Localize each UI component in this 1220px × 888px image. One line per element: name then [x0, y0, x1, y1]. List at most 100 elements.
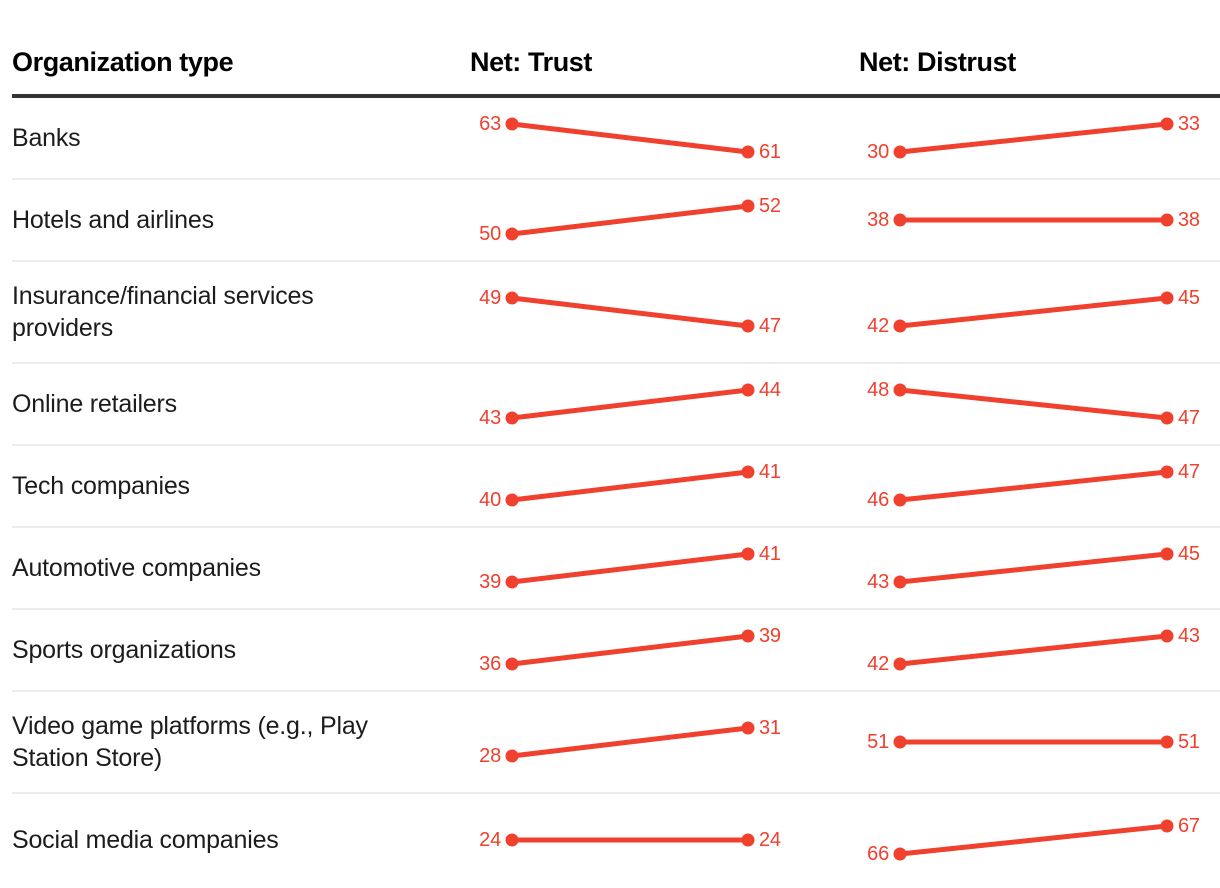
data-point-dot-end	[741, 383, 755, 397]
org-type-cell: Insurance/financial services providers	[12, 280, 460, 344]
distrust-slope-chart: 43 45	[845, 538, 1220, 598]
distrust-value-label-end: 38	[1178, 209, 1200, 232]
distrust-value-label-end: 51	[1178, 731, 1200, 754]
trust-slope-line-graphic	[505, 833, 755, 847]
trust-slope-line-graphic	[505, 465, 755, 507]
header-organization-type: Organization type	[12, 47, 234, 77]
data-point-dot-end	[1160, 735, 1174, 749]
distrust-slope-line-graphic	[893, 629, 1174, 671]
data-point-dot-start	[893, 319, 907, 333]
org-type-cell: Tech companies	[12, 470, 460, 502]
trust-slope-chart: 43 44	[460, 374, 800, 434]
org-type-cell: Social media companies	[12, 824, 460, 856]
trust-slope-line-graphic	[505, 383, 755, 425]
org-type-label: Hotels and airlines	[12, 206, 214, 235]
distrust-value-label-end: 33	[1178, 113, 1200, 136]
data-point-dot-end	[1160, 629, 1174, 643]
org-type-cell: Sports organizations	[12, 634, 460, 666]
distrust-slope-line-graphic	[893, 735, 1174, 749]
trust-value-label-end: 61	[759, 141, 781, 164]
distrust-value-label-end: 45	[1178, 287, 1200, 310]
org-type-label: Insurance/financial services providers	[12, 282, 314, 343]
distrust-slope-line-graphic	[893, 291, 1174, 333]
trust-slope-line-graphic	[505, 199, 755, 241]
trust-value-label-end: 47	[759, 315, 781, 338]
trust-slope-chart: 40 41	[460, 456, 800, 516]
distrust-slope-chart: 48 47	[845, 374, 1220, 434]
distrust-slope-chart: 42 43	[845, 620, 1220, 680]
slope-line	[897, 633, 1170, 667]
table-row: Hotels and airlines 50 52 38 38	[12, 180, 1220, 263]
data-point-dot-end	[741, 319, 755, 333]
distrust-value-label-start: 51	[867, 731, 889, 754]
trust-slope-line-graphic	[505, 629, 755, 671]
trust-value-label-start: 24	[479, 828, 501, 851]
distrust-value-label-end: 45	[1178, 543, 1200, 566]
table-row: Automotive companies 39 41 43 45	[12, 528, 1220, 611]
slope-line	[509, 633, 751, 667]
distrust-value-label-start: 42	[867, 315, 889, 338]
table-row: Video game platforms (e.g., Play Station…	[12, 692, 1220, 795]
distrust-slope-line-graphic	[893, 383, 1174, 425]
data-point-dot-start	[893, 657, 907, 671]
org-type-cell: Video game platforms (e.g., Play Station…	[12, 710, 460, 774]
org-type-cell: Automotive companies	[12, 552, 460, 584]
data-point-dot-start	[505, 227, 519, 241]
table-row: Sports organizations 36 39 42 43	[12, 610, 1220, 693]
data-point-dot-start	[505, 833, 519, 847]
data-point-dot-end	[1160, 291, 1174, 305]
distrust-slope-chart: 51 51	[845, 712, 1220, 772]
slope-line	[897, 469, 1170, 503]
trust-slope-line-graphic	[505, 547, 755, 589]
data-point-dot-end	[1160, 819, 1174, 833]
data-point-dot-end	[741, 145, 755, 159]
data-point-dot-start	[893, 735, 907, 749]
data-point-dot-start	[505, 657, 519, 671]
trust-value-label-start: 39	[479, 571, 501, 594]
trust-slope-chart: 49 47	[460, 282, 800, 342]
trust-slope-chart: 24 24	[460, 810, 800, 870]
trust-value-label-start: 49	[479, 287, 501, 310]
slope-line	[509, 469, 751, 503]
slope-line	[897, 823, 1170, 857]
table-body: Banks 63 61 30 33 Hotels and airlines 50 52 38 38…	[12, 98, 1220, 885]
distrust-value-label-start: 66	[867, 842, 889, 865]
header-net-trust: Net: Trust	[470, 47, 593, 77]
org-type-label: Automotive companies	[12, 554, 261, 583]
distrust-slope-chart: 38 38	[845, 190, 1220, 250]
data-point-dot-end	[1160, 213, 1174, 227]
trust-slope-chart: 63 61	[460, 108, 800, 168]
org-type-label: Video game platforms (e.g., Play Station…	[12, 712, 368, 773]
slope-line	[897, 387, 1170, 421]
data-point-dot-start	[505, 493, 519, 507]
trust-value-label-end: 31	[759, 717, 781, 740]
trust-value-label-start: 36	[479, 653, 501, 676]
table-row: Online retailers 43 44 48 47	[12, 364, 1220, 447]
trust-value-label-end: 39	[759, 625, 781, 648]
distrust-value-label-end: 47	[1178, 407, 1200, 430]
org-type-cell: Hotels and airlines	[12, 204, 460, 236]
org-type-label: Sports organizations	[12, 636, 236, 665]
distrust-slope-line-graphic	[893, 117, 1174, 159]
data-point-dot-start	[893, 493, 907, 507]
trust-value-label-end: 24	[759, 828, 781, 851]
slope-line	[509, 725, 751, 759]
data-point-dot-end	[741, 721, 755, 735]
distrust-slope-chart: 66 67	[845, 810, 1220, 870]
trust-slope-chart: 39 41	[460, 538, 800, 598]
data-point-dot-end	[741, 547, 755, 561]
trust-value-label-end: 41	[759, 461, 781, 484]
slope-line	[509, 551, 751, 585]
trust-value-label-start: 40	[479, 489, 501, 512]
table-row: Insurance/financial services providers 49…	[12, 262, 1220, 365]
distrust-slope-line-graphic	[893, 213, 1174, 227]
data-point-dot-start	[893, 575, 907, 589]
trust-slope-line-graphic	[505, 291, 755, 333]
trust-slope-chart: 50 52	[460, 190, 800, 250]
data-point-dot-start	[893, 847, 907, 861]
org-type-label: Banks	[12, 124, 81, 153]
slope-line	[897, 295, 1170, 329]
trust-value-label-end: 41	[759, 543, 781, 566]
data-point-dot-end	[741, 629, 755, 643]
data-point-dot-start	[893, 145, 907, 159]
